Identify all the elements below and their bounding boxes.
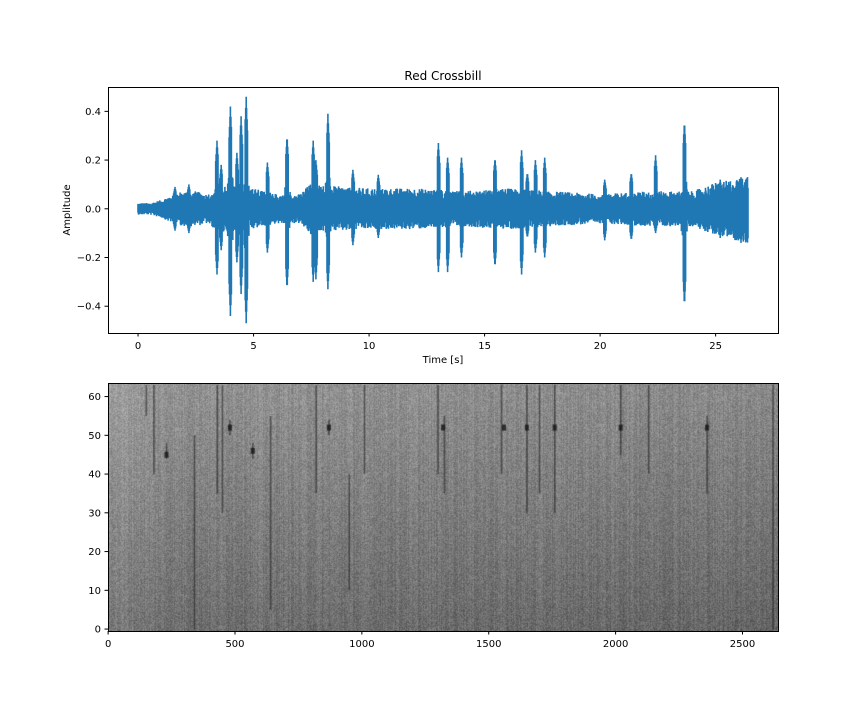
- y-tick-label: 40: [88, 470, 101, 481]
- y-tick-label: 0.0: [85, 204, 101, 215]
- x-tick-label: 1500: [476, 639, 501, 650]
- y-tick-label: −0.2: [77, 253, 101, 264]
- y-tick-label: 20: [88, 547, 101, 558]
- y-tick-label: 50: [88, 431, 101, 442]
- waveform-ticks: 0 5 10 15 20 25 0.4 0.2 0.0 −0.2 −0.4: [77, 107, 722, 352]
- y-tick-label: −0.4: [77, 302, 101, 313]
- chart-title: Red Crossbill: [404, 69, 481, 83]
- x-tick-label: 20: [594, 341, 607, 352]
- y-tick-label: 0.2: [85, 156, 101, 167]
- spectrogram-ticks: 0 500 1000 1500 2000 2500 0 10 20 30 40 50 60: [88, 392, 755, 650]
- waveform-line: [137, 96, 749, 324]
- x-tick-label: 0: [135, 341, 141, 352]
- x-tick-label: 5: [250, 341, 256, 352]
- x-tick-label: 25: [709, 341, 722, 352]
- waveform-trace: [137, 96, 749, 324]
- x-tick-label: 15: [478, 341, 491, 352]
- spectrogram-image: [108, 383, 778, 631]
- y-axis-label: Amplitude: [62, 184, 73, 235]
- y-tick-label: 0.4: [85, 107, 101, 118]
- x-tick-label: 2500: [730, 639, 755, 650]
- x-axis-label: Time [s]: [422, 355, 464, 366]
- waveform-axes-frame: [108, 87, 779, 334]
- x-tick-label: 2000: [603, 639, 628, 650]
- y-tick-label: 60: [88, 392, 101, 403]
- x-tick-label: 500: [225, 639, 244, 650]
- y-tick-label: 30: [88, 508, 101, 519]
- x-tick-label: 1000: [349, 639, 374, 650]
- x-tick-label: 0: [105, 639, 111, 650]
- y-tick-label: 10: [88, 586, 101, 597]
- x-tick-label: 10: [363, 341, 376, 352]
- y-tick-label: 0: [95, 625, 101, 636]
- spectrogram-axes-frame: [108, 383, 779, 632]
